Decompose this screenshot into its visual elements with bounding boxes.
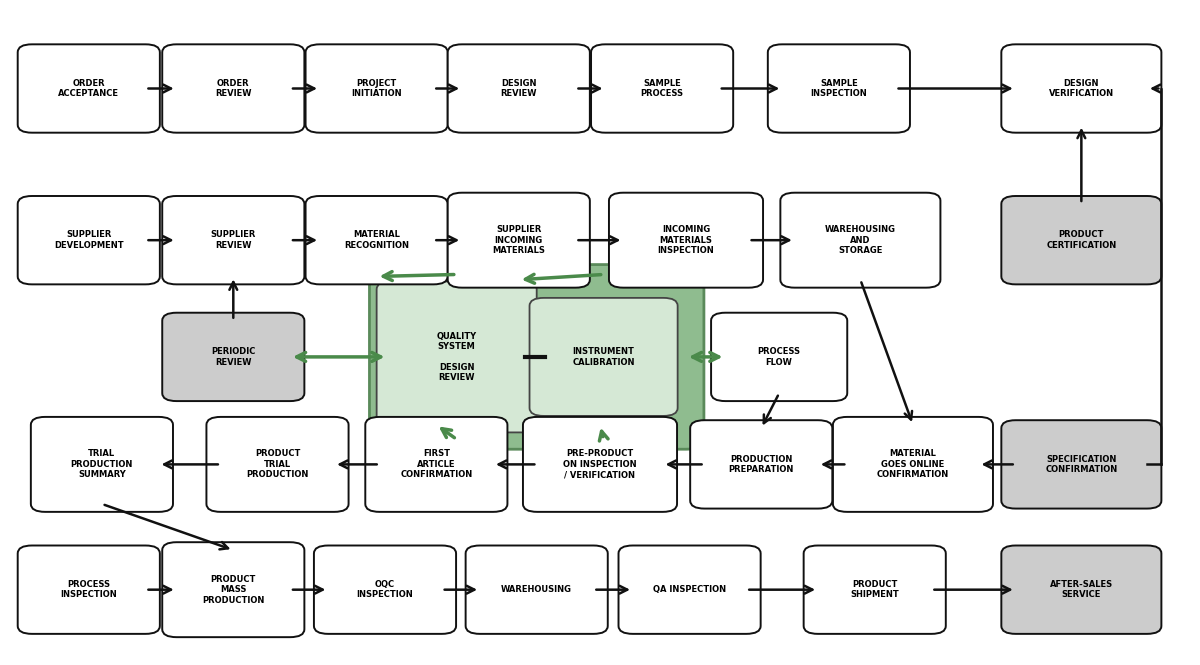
- Text: PRE-PRODUCT
ON INSPECTION
/ VERIFICATION: PRE-PRODUCT ON INSPECTION / VERIFICATION: [563, 450, 637, 479]
- FancyBboxPatch shape: [618, 545, 761, 634]
- Text: OQC
INSPECTION: OQC INSPECTION: [356, 580, 413, 599]
- Text: INSTRUMENT
CALIBRATION: INSTRUMENT CALIBRATION: [572, 347, 635, 366]
- Text: SAMPLE
INSPECTION: SAMPLE INSPECTION: [810, 79, 868, 98]
- FancyBboxPatch shape: [162, 542, 305, 637]
- Text: SUPPLIER
DEVELOPMENT: SUPPLIER DEVELOPMENT: [54, 231, 124, 250]
- Text: PRODUCT
CERTIFICATION: PRODUCT CERTIFICATION: [1046, 231, 1116, 250]
- FancyBboxPatch shape: [370, 265, 704, 450]
- Text: ORDER
ACCEPTANCE: ORDER ACCEPTANCE: [59, 79, 119, 98]
- FancyBboxPatch shape: [18, 545, 160, 634]
- Text: PRODUCTION
PREPARATION: PRODUCTION PREPARATION: [728, 455, 794, 474]
- FancyBboxPatch shape: [314, 545, 456, 634]
- Text: WAREHOUSING
AND
STORAGE: WAREHOUSING AND STORAGE: [824, 225, 896, 255]
- Text: FIRST
ARTICLE
CONFIRMATION: FIRST ARTICLE CONFIRMATION: [401, 450, 473, 479]
- FancyBboxPatch shape: [523, 417, 677, 512]
- Text: DESIGN
VERIFICATION: DESIGN VERIFICATION: [1049, 79, 1114, 98]
- FancyBboxPatch shape: [608, 193, 763, 288]
- Text: MATERIAL
GOES ONLINE
CONFIRMATION: MATERIAL GOES ONLINE CONFIRMATION: [877, 450, 949, 479]
- FancyBboxPatch shape: [690, 420, 833, 509]
- Text: PRODUCT
TRIAL
PRODUCTION: PRODUCT TRIAL PRODUCTION: [246, 450, 308, 479]
- Text: PROCESS
FLOW: PROCESS FLOW: [757, 347, 800, 366]
- FancyBboxPatch shape: [448, 45, 590, 133]
- Text: QUALITY
SYSTEM

DESIGN
REVIEW: QUALITY SYSTEM DESIGN REVIEW: [437, 332, 476, 382]
- FancyBboxPatch shape: [306, 196, 448, 285]
- Text: WAREHOUSING: WAREHOUSING: [502, 585, 572, 595]
- Text: PROCESS
INSPECTION: PROCESS INSPECTION: [60, 580, 118, 599]
- FancyBboxPatch shape: [18, 45, 160, 133]
- Text: PROJECT
INITIATION: PROJECT INITIATION: [352, 79, 402, 98]
- FancyBboxPatch shape: [768, 45, 910, 133]
- FancyBboxPatch shape: [592, 45, 733, 133]
- FancyBboxPatch shape: [1001, 45, 1162, 133]
- Text: INCOMING
MATERIALS
INSPECTION: INCOMING MATERIALS INSPECTION: [658, 225, 714, 255]
- FancyBboxPatch shape: [448, 193, 590, 288]
- FancyBboxPatch shape: [466, 545, 607, 634]
- FancyBboxPatch shape: [365, 417, 508, 512]
- Text: DESIGN
REVIEW: DESIGN REVIEW: [500, 79, 538, 98]
- FancyBboxPatch shape: [162, 196, 305, 285]
- Text: PRODUCT
MASS
PRODUCTION: PRODUCT MASS PRODUCTION: [202, 575, 264, 604]
- FancyBboxPatch shape: [18, 196, 160, 285]
- FancyBboxPatch shape: [162, 313, 305, 401]
- FancyBboxPatch shape: [1001, 196, 1162, 285]
- FancyBboxPatch shape: [529, 298, 678, 416]
- FancyBboxPatch shape: [1001, 545, 1162, 634]
- Text: SAMPLE
PROCESS: SAMPLE PROCESS: [641, 79, 684, 98]
- FancyBboxPatch shape: [804, 545, 946, 634]
- Text: SUPPLIER
REVIEW: SUPPLIER REVIEW: [211, 231, 256, 250]
- FancyBboxPatch shape: [306, 45, 448, 133]
- Text: AFTER-SALES
SERVICE: AFTER-SALES SERVICE: [1050, 580, 1112, 599]
- Text: SPECIFICATION
CONFIRMATION: SPECIFICATION CONFIRMATION: [1045, 455, 1117, 474]
- Text: MATERIAL
RECOGNITION: MATERIAL RECOGNITION: [344, 231, 409, 250]
- FancyBboxPatch shape: [206, 417, 348, 512]
- FancyBboxPatch shape: [1001, 420, 1162, 509]
- FancyBboxPatch shape: [780, 193, 941, 288]
- FancyBboxPatch shape: [833, 417, 992, 512]
- FancyBboxPatch shape: [31, 417, 173, 512]
- Text: QA INSPECTION: QA INSPECTION: [653, 585, 726, 595]
- Text: PERIODIC
REVIEW: PERIODIC REVIEW: [211, 347, 256, 366]
- Text: PRODUCT
SHIPMENT: PRODUCT SHIPMENT: [851, 580, 899, 599]
- FancyBboxPatch shape: [712, 313, 847, 401]
- FancyBboxPatch shape: [162, 45, 305, 133]
- FancyBboxPatch shape: [377, 281, 536, 432]
- Text: SUPPLIER
INCOMING
MATERIALS: SUPPLIER INCOMING MATERIALS: [492, 225, 545, 255]
- Text: TRIAL
PRODUCTION
SUMMARY: TRIAL PRODUCTION SUMMARY: [71, 450, 133, 479]
- Text: ORDER
REVIEW: ORDER REVIEW: [215, 79, 252, 98]
